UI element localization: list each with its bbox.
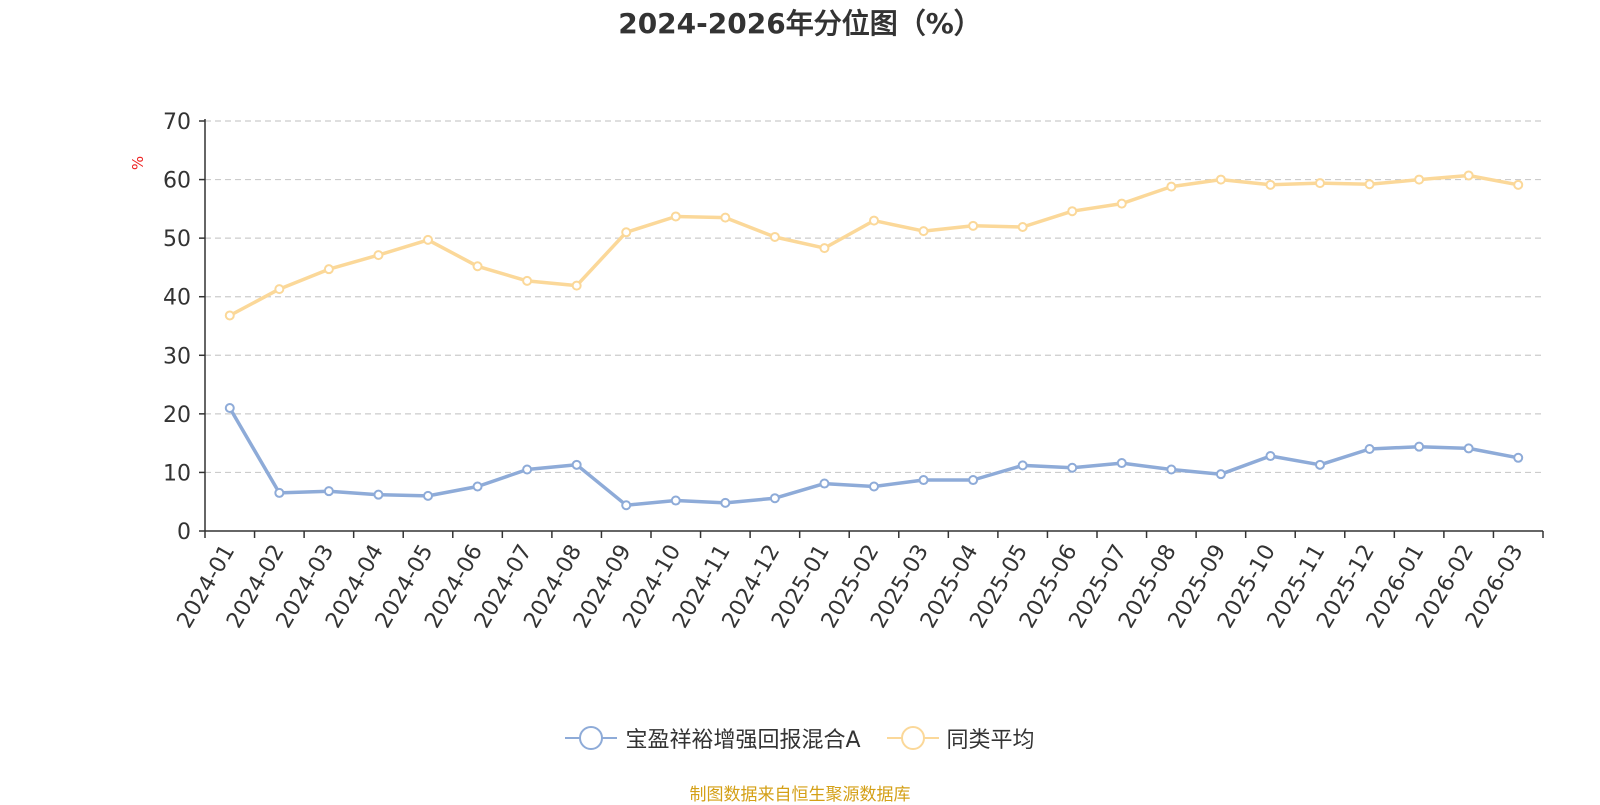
data-point xyxy=(1266,452,1274,460)
data-point xyxy=(523,277,531,285)
data-point xyxy=(275,285,283,293)
data-point xyxy=(573,282,581,290)
data-point xyxy=(672,212,680,220)
data-point xyxy=(424,492,432,500)
legend-symbol-icon xyxy=(565,725,617,751)
data-point xyxy=(1068,464,1076,472)
data-point xyxy=(573,461,581,469)
data-point xyxy=(1415,176,1423,184)
data-point xyxy=(920,227,928,235)
data-point xyxy=(1217,470,1225,478)
data-point xyxy=(325,487,333,495)
data-point xyxy=(226,311,234,319)
legend-symbol-icon xyxy=(887,725,939,751)
legend-label: 同类平均 xyxy=(947,722,1035,754)
source-note: 制图数据来自恒生聚源数据库 xyxy=(0,780,1600,805)
data-point xyxy=(1019,223,1027,231)
data-point xyxy=(1465,171,1473,179)
data-point xyxy=(622,501,630,509)
legend-item[interactable]: 宝盈祥裕增强回报混合A xyxy=(565,722,860,754)
data-point xyxy=(523,466,531,474)
data-point xyxy=(721,499,729,507)
series-line xyxy=(230,176,1518,316)
data-point xyxy=(969,476,977,484)
data-point xyxy=(870,217,878,225)
y-tick-label: 40 xyxy=(163,286,191,311)
data-point xyxy=(1465,444,1473,452)
data-point xyxy=(1316,461,1324,469)
data-point xyxy=(820,480,828,488)
data-point xyxy=(325,265,333,273)
data-point xyxy=(1366,180,1374,188)
data-point xyxy=(870,482,878,490)
data-point xyxy=(1366,445,1374,453)
data-point xyxy=(771,494,779,502)
data-point xyxy=(374,491,382,499)
y-tick-label: 10 xyxy=(163,461,191,486)
data-point xyxy=(474,482,482,490)
legend-item[interactable]: 同类平均 xyxy=(887,722,1035,754)
data-point xyxy=(1266,181,1274,189)
axis-layer: 0102030405060702024-012024-022024-032024… xyxy=(163,110,1543,633)
y-tick-label: 20 xyxy=(163,403,191,428)
legend-label: 宝盈祥裕增强回报混合A xyxy=(625,722,860,754)
data-point xyxy=(622,228,630,236)
data-point xyxy=(1514,454,1522,462)
data-point xyxy=(1167,183,1175,191)
data-point xyxy=(1217,176,1225,184)
data-point xyxy=(721,214,729,222)
y-tick-label: 30 xyxy=(163,344,191,369)
data-point xyxy=(226,404,234,412)
data-point xyxy=(1118,200,1126,208)
data-point xyxy=(920,476,928,484)
data-point xyxy=(1167,466,1175,474)
data-point xyxy=(474,262,482,270)
y-tick-label: 50 xyxy=(163,227,191,252)
data-point xyxy=(1118,459,1126,467)
data-point xyxy=(969,222,977,230)
y-axis-unit-label: % xyxy=(129,156,147,170)
data-point xyxy=(374,251,382,259)
data-point xyxy=(1316,179,1324,187)
data-point xyxy=(672,497,680,505)
data-point xyxy=(1019,461,1027,469)
data-point xyxy=(1514,181,1522,189)
series-layer xyxy=(226,171,1522,509)
y-tick-label: 70 xyxy=(163,110,191,135)
data-point xyxy=(1415,443,1423,451)
y-tick-label: 60 xyxy=(163,169,191,194)
grid-layer xyxy=(205,121,1543,472)
legend: 宝盈祥裕增强回报混合A 同类平均 xyxy=(0,722,1600,754)
data-point xyxy=(820,244,828,252)
data-point xyxy=(424,236,432,244)
data-point xyxy=(1068,207,1076,215)
series-group xyxy=(226,404,1522,509)
y-tick-label: 0 xyxy=(177,520,191,545)
data-point xyxy=(275,489,283,497)
data-point xyxy=(771,233,779,241)
